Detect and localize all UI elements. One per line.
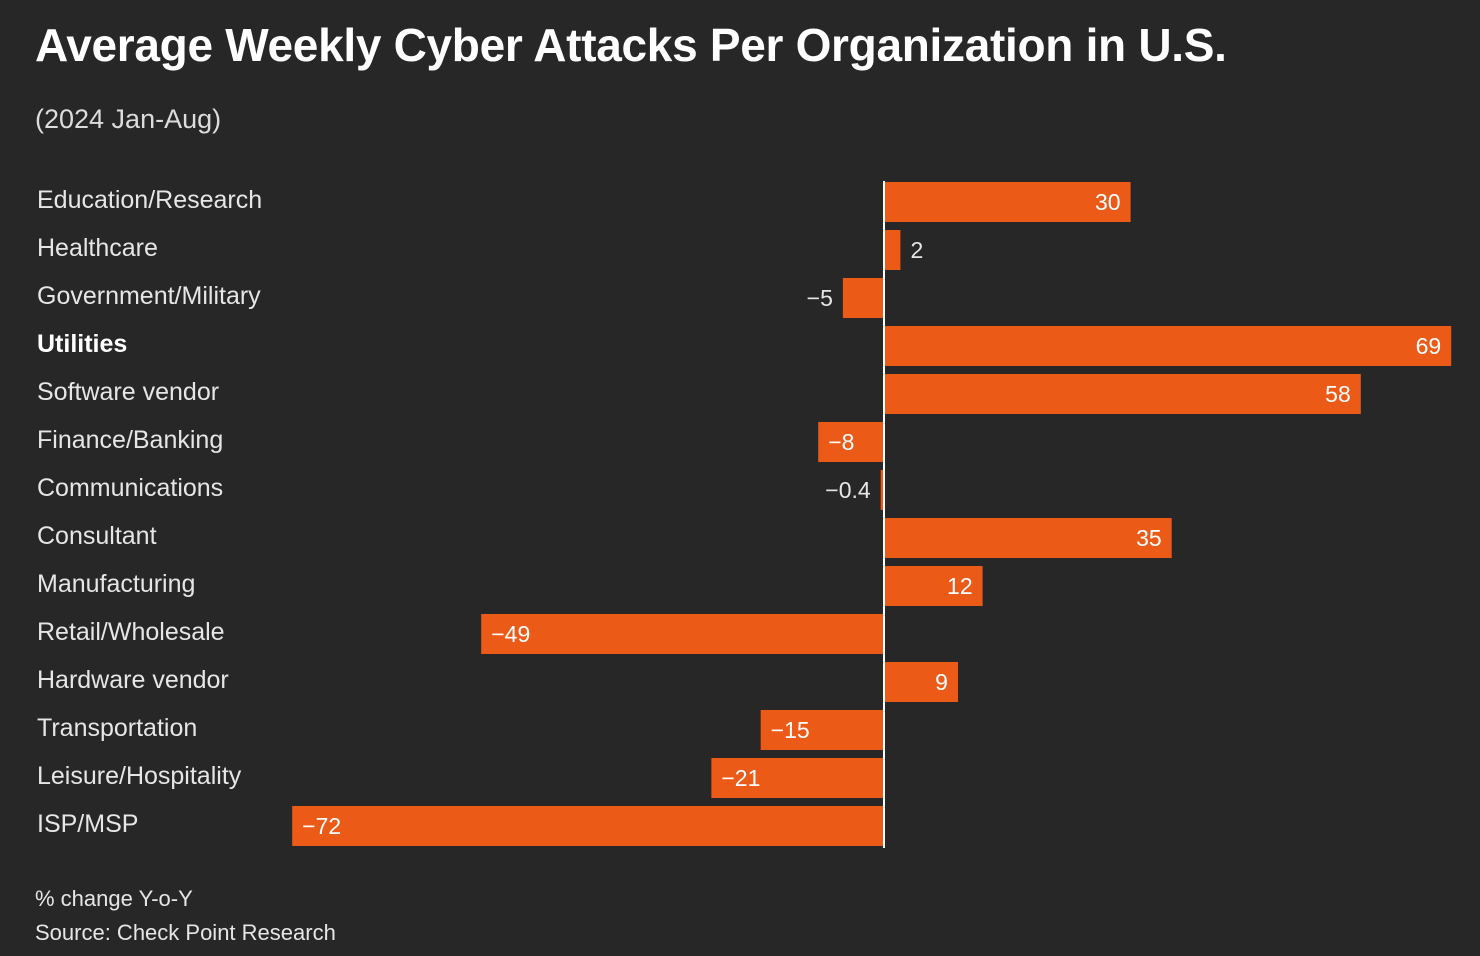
category-label: Software vendor [37,378,219,406]
category-label: Government/Military [37,282,261,310]
value-label: 69 [1416,333,1442,359]
unit-note: % change Y-o-Y [35,886,193,911]
category-label: Finance/Banking [37,426,223,454]
value-label: 12 [947,573,973,599]
bar [884,374,1361,414]
value-label: 58 [1325,381,1351,407]
bars-group [292,182,1452,846]
chart-title: Average Weekly Cyber Attacks Per Organiz… [35,19,1227,71]
category-label: Retail/Wholesale [37,618,225,646]
value-label: −21 [721,765,760,791]
bar [884,326,1452,366]
value-label: 35 [1136,525,1162,551]
bar [842,278,884,318]
chart-subtitle: (2024 Jan-Aug) [35,104,222,134]
value-label: 2 [910,237,923,263]
value-label: −5 [807,285,833,311]
value-label: −8 [828,429,854,455]
category-label: Leisure/Hospitality [37,762,242,790]
category-label: Manufacturing [37,570,195,598]
category-label: Transportation [37,714,197,742]
value-label: −15 [771,717,810,743]
value-label: 30 [1095,189,1121,215]
bar [884,182,1131,222]
bar [481,614,884,654]
value-label: −49 [491,621,530,647]
bar [880,470,884,510]
category-label: Consultant [37,522,157,550]
bar [292,806,884,846]
bar [884,662,958,702]
bar-chart: Education/Research Healthcare Government/M… [37,181,1452,848]
source-note: Source: Check Point Research [35,920,336,945]
category-label: Utilities [37,330,127,358]
bar [884,230,901,270]
category-label: Hardware vendor [37,666,229,694]
value-label: −72 [302,813,341,839]
bar [760,710,884,750]
category-labels-group: Education/Research Healthcare Government/M… [37,186,262,838]
value-label: 9 [935,669,948,695]
bar [711,758,884,798]
bar [884,566,983,606]
bar [818,422,884,462]
category-label: Healthcare [37,234,158,262]
bar [884,518,1172,558]
value-labels-group: 30 2 −5 69 58 −8 −0.4 35 12 −49 9 −15 −21 −72 [302,189,1441,839]
category-label: ISP/MSP [37,810,138,838]
category-label: Communications [37,474,223,502]
category-label: Education/Research [37,186,262,214]
value-label: −0.4 [825,477,871,503]
